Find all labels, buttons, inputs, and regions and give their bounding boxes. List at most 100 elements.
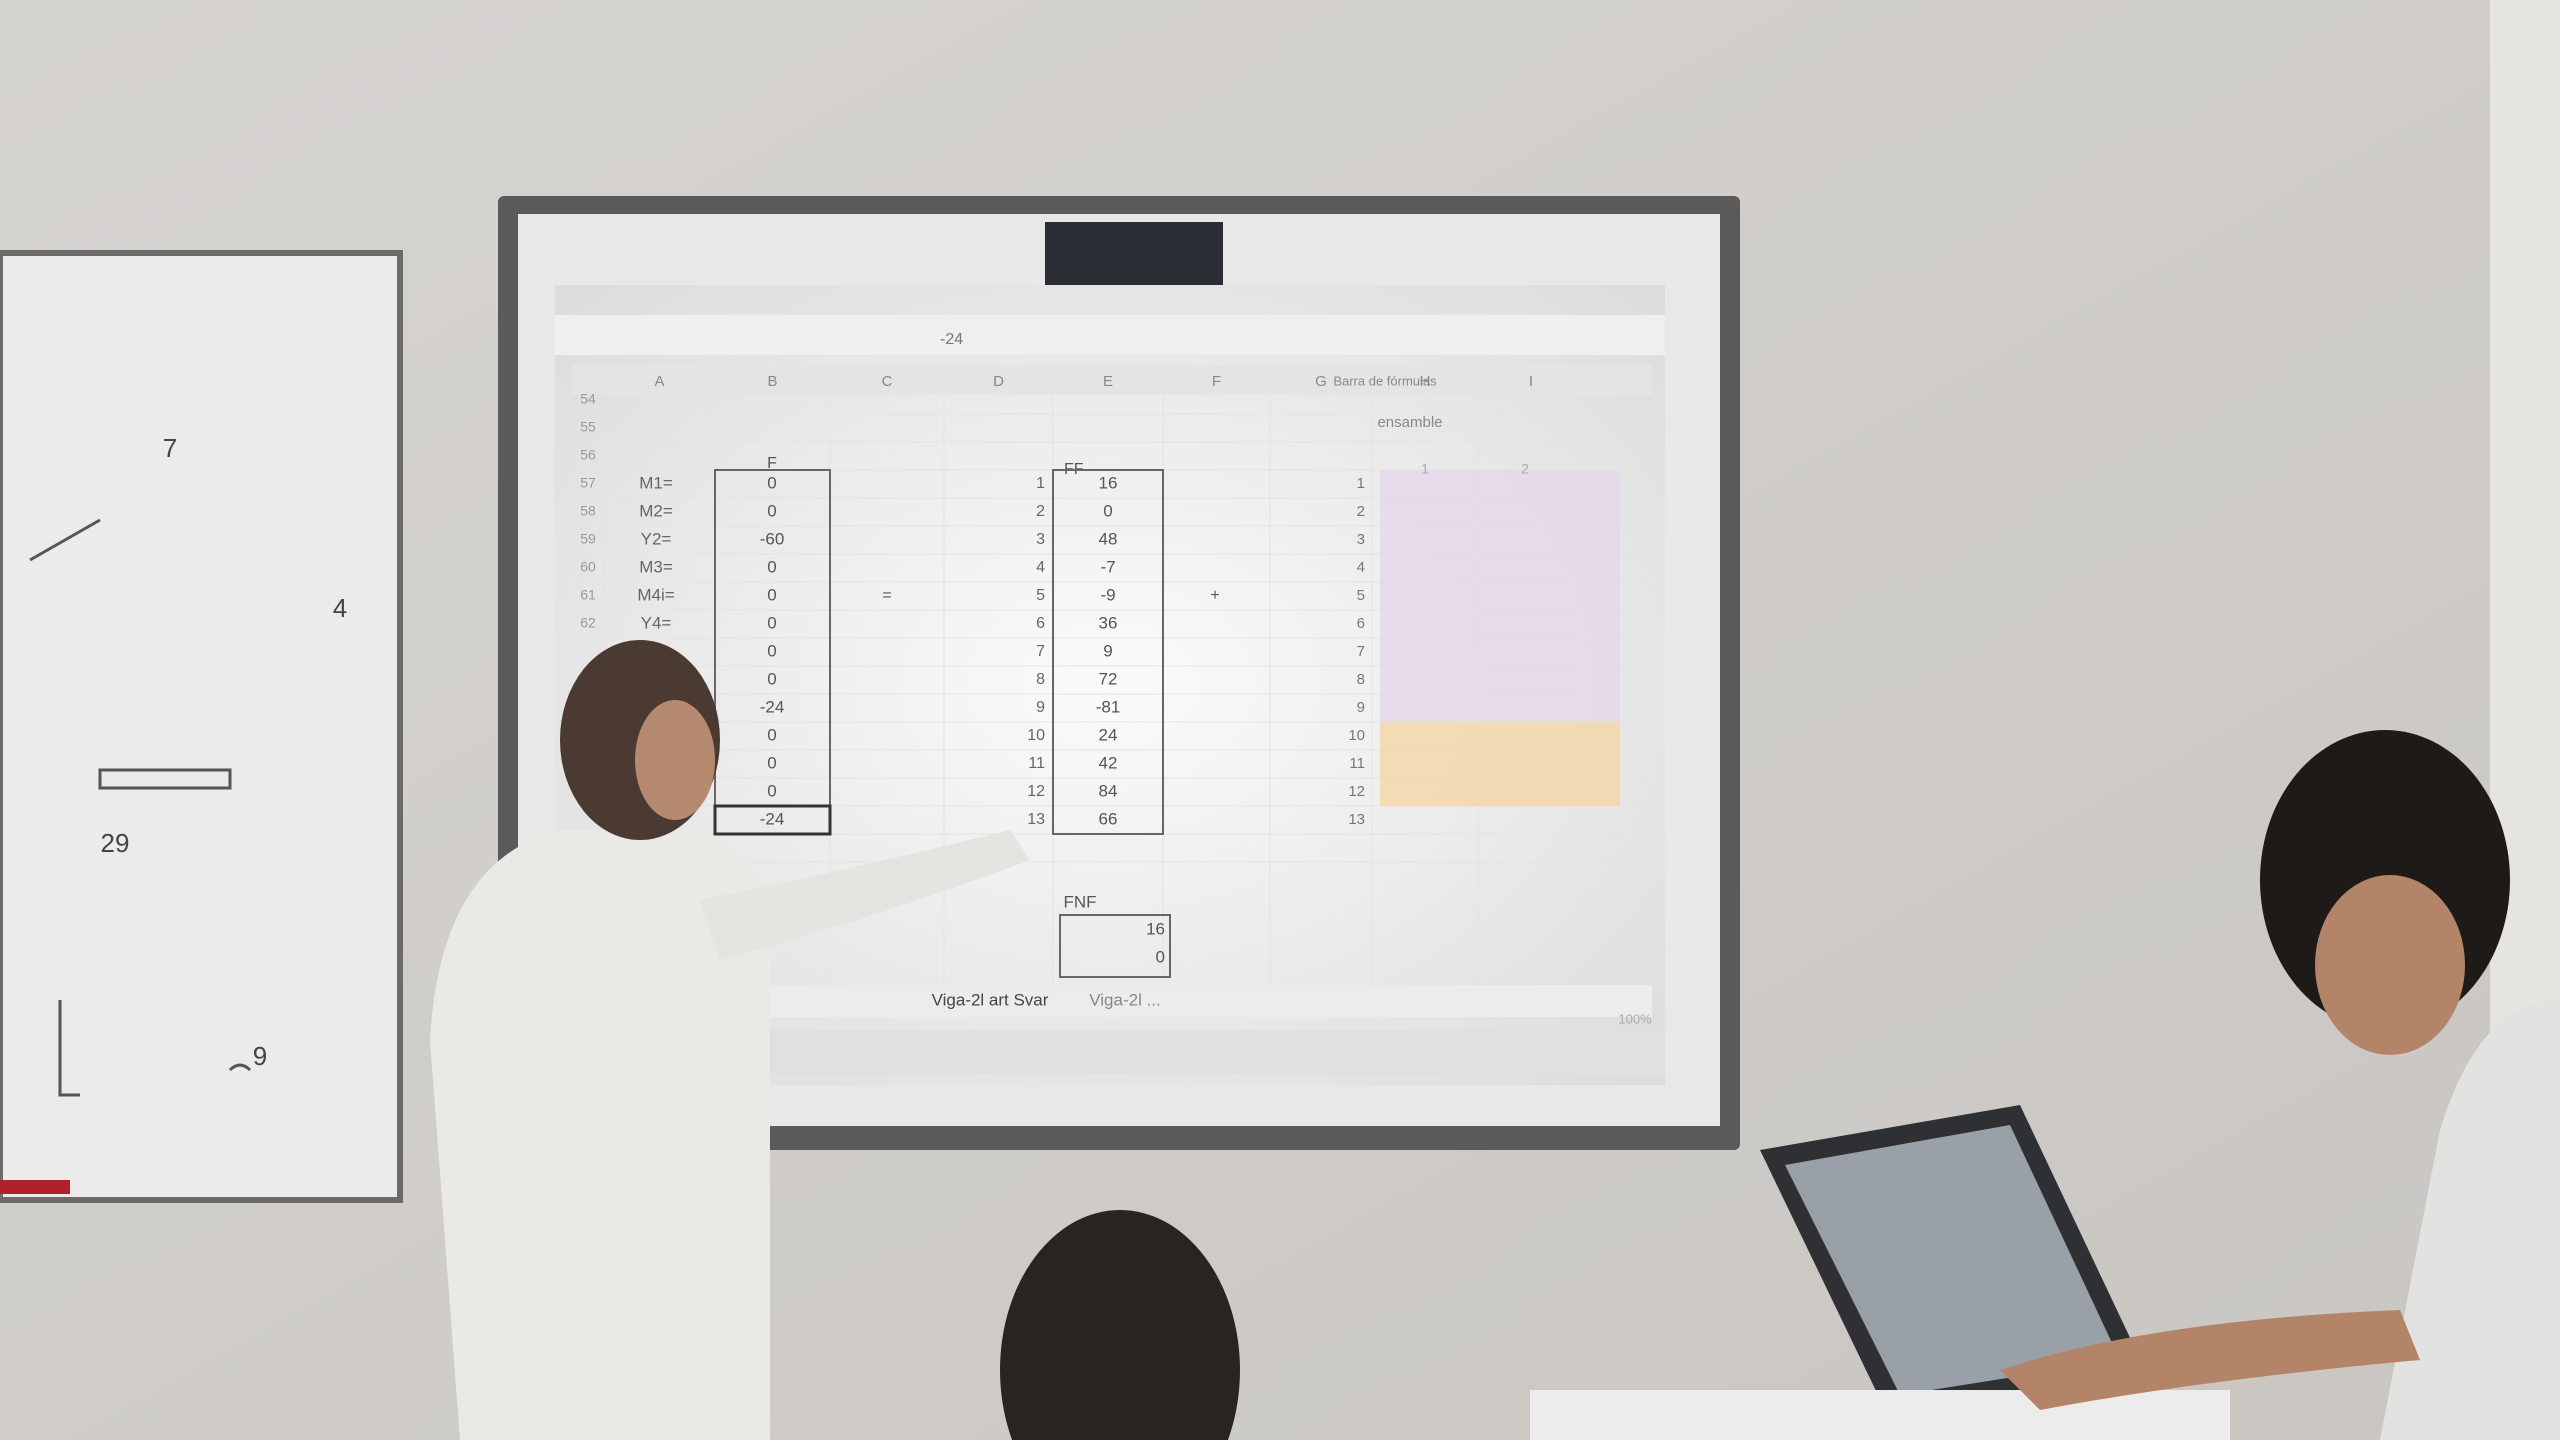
- ensamble-cell: [1380, 694, 1620, 722]
- desk: [1530, 1390, 2230, 1440]
- row-index: 3: [1357, 531, 1365, 548]
- row-number: 61: [580, 587, 596, 603]
- whiteboard-note: 29: [101, 828, 130, 858]
- row-number: 58: [580, 503, 596, 519]
- teacher-arm: [700, 830, 1030, 960]
- student-shirt: [2380, 1000, 2560, 1440]
- ensamble-cell: [1380, 666, 1620, 694]
- row-number: 54: [580, 391, 596, 407]
- row-index: 2: [1357, 503, 1365, 520]
- row-label: Y2=: [641, 529, 672, 548]
- row-number: 56: [580, 447, 596, 463]
- row-index: 10: [1348, 727, 1365, 744]
- row-index: 11: [1349, 755, 1365, 772]
- formula-bar: [555, 315, 1665, 355]
- row-index: 9: [1357, 699, 1365, 716]
- column-header: E: [1103, 373, 1113, 390]
- cell-value: 0: [767, 669, 776, 688]
- row-index: 5: [1036, 587, 1045, 604]
- cell-value: 0: [767, 725, 776, 744]
- row-index: 13: [1027, 811, 1045, 828]
- ensamble-cell: [1380, 722, 1620, 750]
- scribbles: [29, 518, 252, 1097]
- column-header: A: [654, 373, 664, 390]
- tooltip: Barra de fórmulas: [1333, 373, 1437, 388]
- cell-value: -24: [760, 697, 785, 716]
- student-face: [2315, 875, 2465, 1055]
- ensamble-cell: [1380, 778, 1620, 806]
- row-label: Y4=: [641, 613, 672, 632]
- column-header: G: [1315, 373, 1327, 390]
- cell-value: 0: [767, 613, 776, 632]
- row-number: 60: [580, 559, 596, 575]
- cell-value: -7: [1100, 557, 1115, 576]
- row-label: M4i=: [637, 585, 674, 604]
- row-number: 57: [580, 475, 596, 491]
- row-index: 6: [1357, 615, 1365, 632]
- row-number: 62: [580, 615, 596, 631]
- row-number: 55: [580, 419, 596, 435]
- cell-value: 0: [767, 641, 776, 660]
- column-header: H: [1420, 373, 1431, 390]
- row-label: M2=: [639, 501, 673, 520]
- laptop-screen: [1785, 1125, 2120, 1395]
- ensamble-cell: [1380, 526, 1620, 554]
- ensamble-cell: [1380, 750, 1620, 778]
- cell-value: 16: [1099, 473, 1118, 492]
- active-cell: [713, 804, 832, 836]
- row-index: 9: [1036, 699, 1045, 716]
- column-header: F: [1212, 373, 1221, 390]
- whiteboard-note: 4: [333, 593, 347, 623]
- row-index: 10: [1027, 727, 1045, 744]
- block-border: [1052, 469, 1164, 835]
- block-header: F: [767, 455, 777, 472]
- column-header-bar: [572, 365, 1652, 395]
- column-header: I: [1529, 373, 1533, 390]
- operator: =: [882, 587, 891, 604]
- operator: +: [1210, 587, 1219, 604]
- row-label: M3=: [639, 557, 673, 576]
- marker: [0, 1180, 70, 1194]
- row-index: 13: [1348, 811, 1365, 828]
- cell-value: 0: [767, 753, 776, 772]
- row-index: 11: [1028, 755, 1045, 772]
- column-header: D: [993, 373, 1004, 390]
- block-border: [1059, 914, 1171, 978]
- block-header: FNF: [1063, 892, 1096, 911]
- cell-value: 0: [1103, 501, 1112, 520]
- row-index: 7: [1036, 643, 1045, 660]
- cell-value: 16: [1146, 919, 1165, 938]
- row-index: 3: [1036, 531, 1045, 548]
- whiteboard-note: 9: [253, 1041, 267, 1071]
- block-header: ensamble: [1377, 414, 1442, 431]
- cell-value: 0: [767, 501, 776, 520]
- row-label: M1=: [639, 473, 673, 492]
- row-index: 8: [1357, 671, 1365, 688]
- ensamble-cell: [1380, 554, 1620, 582]
- student-head: [1000, 1210, 1240, 1440]
- formula-value: -24: [940, 331, 963, 348]
- cell-value: 72: [1099, 669, 1118, 688]
- row-index: 7: [1357, 643, 1365, 660]
- cell-value: 48: [1099, 529, 1118, 548]
- ensamble-cell: [1380, 582, 1620, 610]
- row-index: 1: [1357, 475, 1365, 492]
- row-index: 12: [1027, 783, 1045, 800]
- row-index: 2: [1036, 503, 1045, 520]
- cell-value: 24: [1099, 725, 1118, 744]
- cell-value: 0: [767, 585, 776, 604]
- student-arm: [2000, 1310, 2420, 1410]
- zoom-level: 100%: [1618, 1011, 1652, 1026]
- ensamble-cell: [1380, 498, 1620, 526]
- ensamble-cell: [1380, 470, 1620, 498]
- cell-value: 42: [1099, 753, 1118, 772]
- row-index: 4: [1036, 559, 1045, 576]
- row-index: 6: [1036, 615, 1045, 632]
- column-header: C: [882, 373, 893, 390]
- cell-value: -60: [760, 529, 785, 548]
- ensamble-cell: [1380, 638, 1620, 666]
- teacher-coat: [430, 830, 770, 1440]
- cell-value: 0: [767, 557, 776, 576]
